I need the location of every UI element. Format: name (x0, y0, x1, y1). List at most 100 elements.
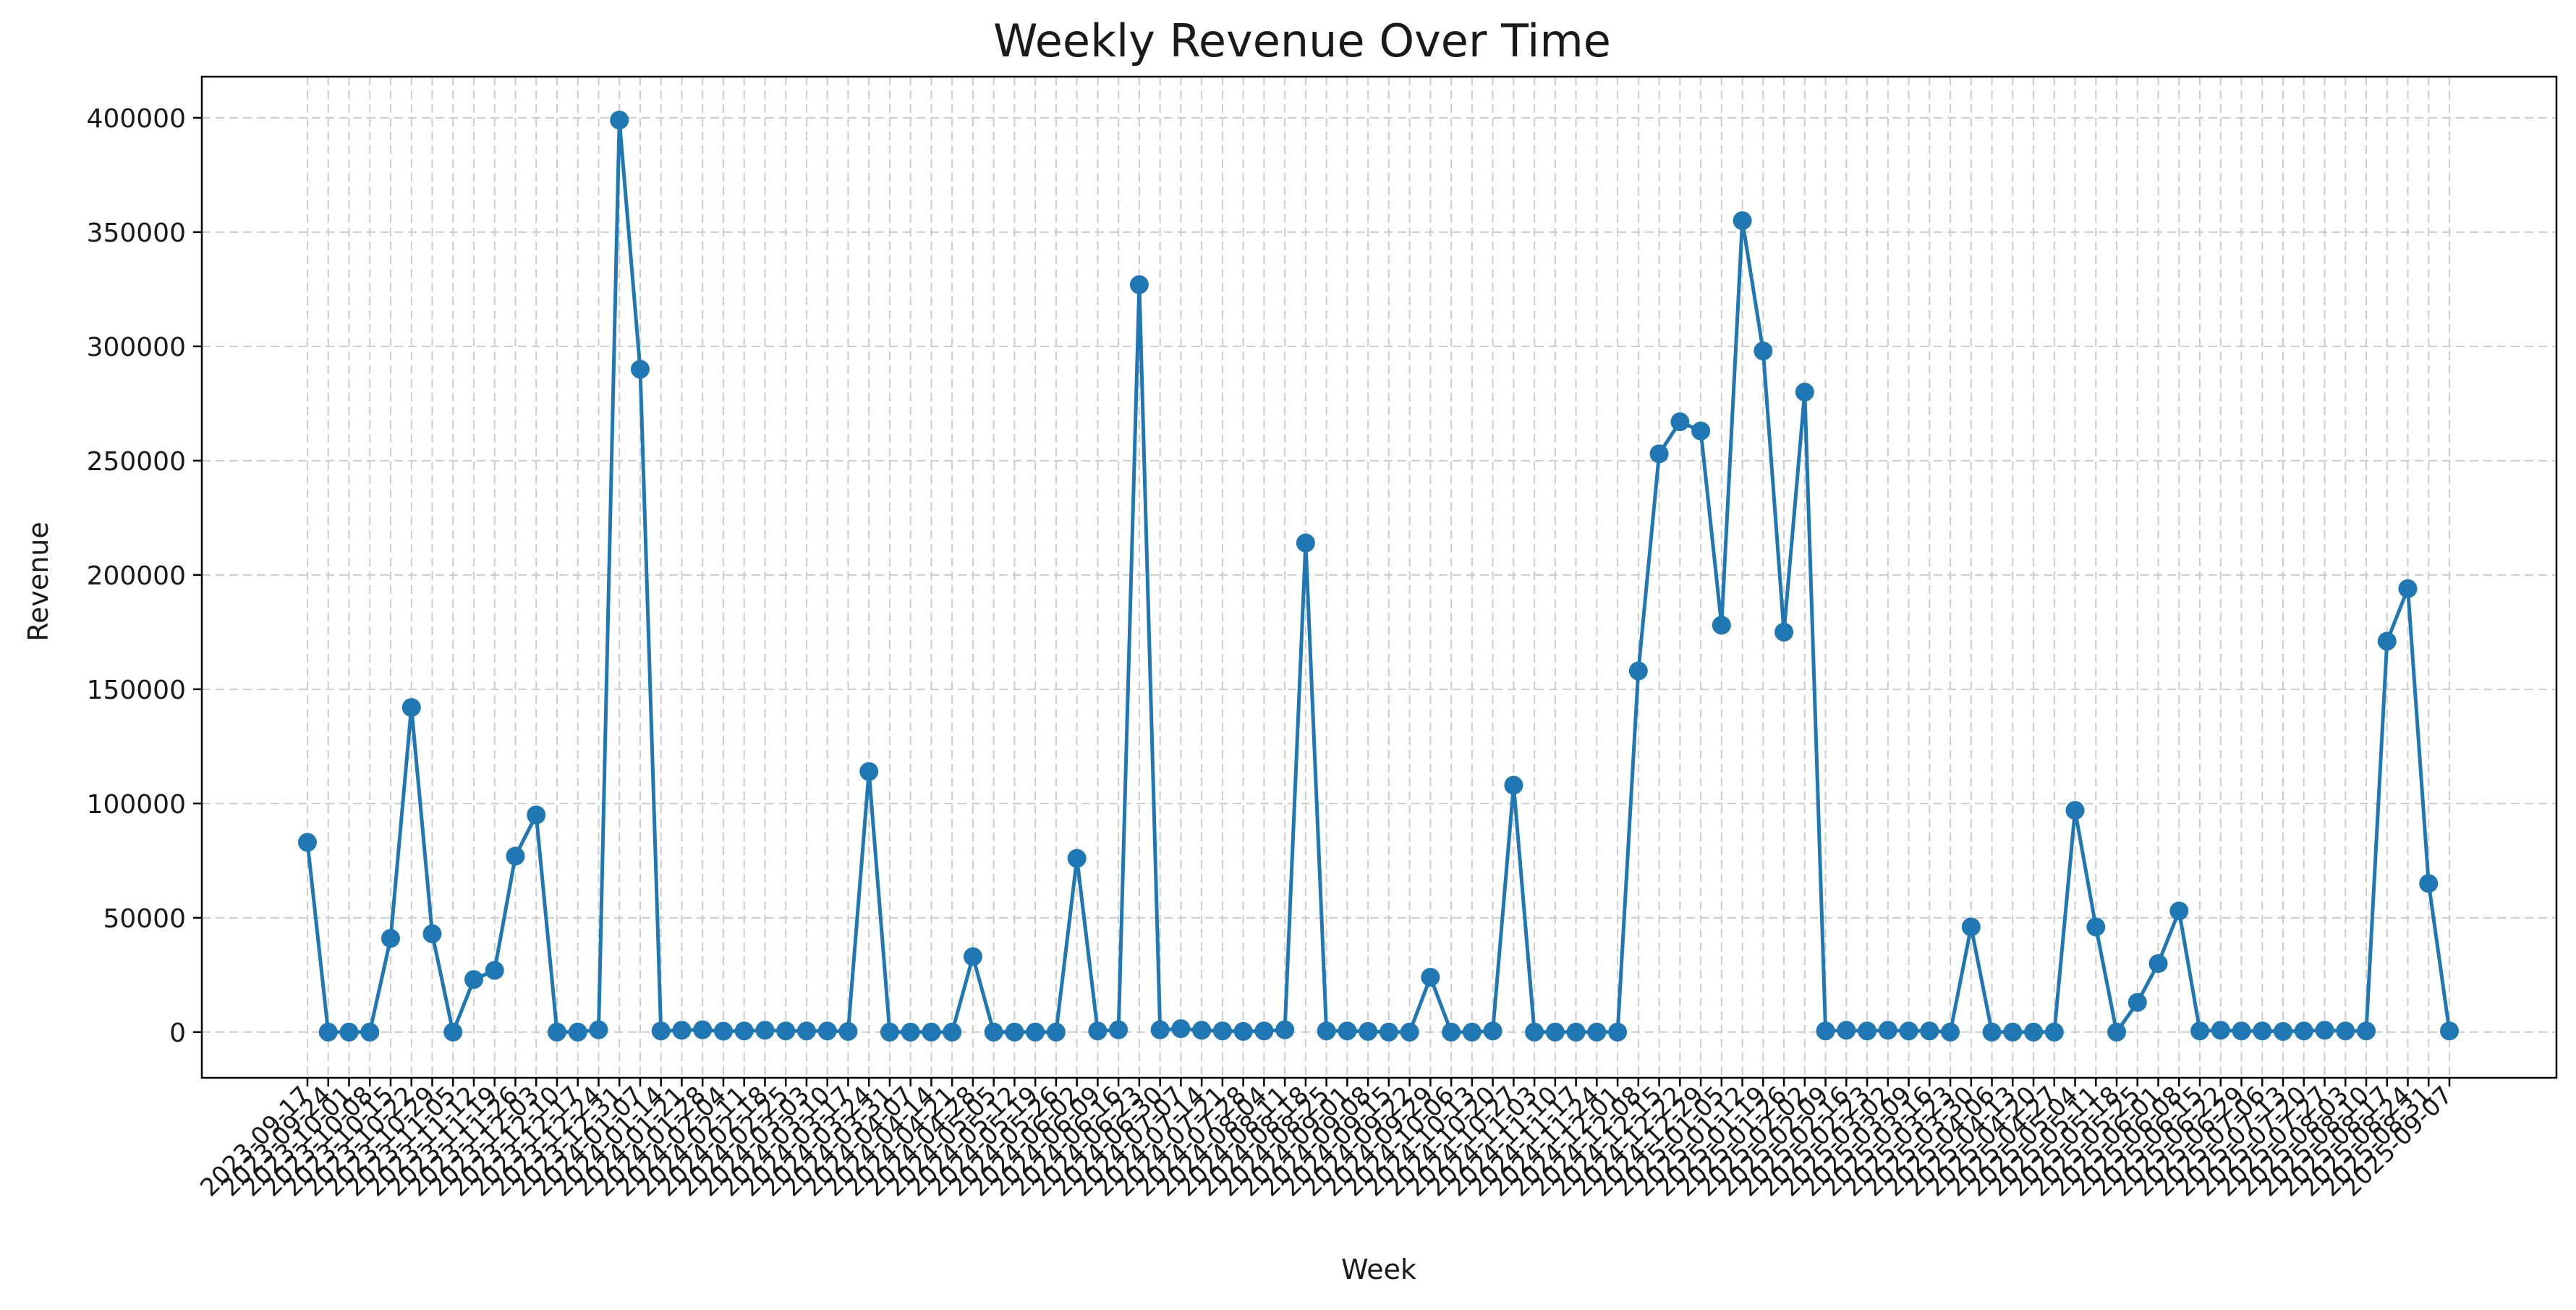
data-point (1400, 1022, 1419, 1042)
data-point (2232, 1021, 2251, 1041)
data-point (838, 1021, 858, 1041)
data-point (1545, 1022, 1565, 1042)
data-point (651, 1021, 671, 1041)
grid (202, 77, 2556, 1078)
data-point (1878, 1021, 1897, 1040)
data-point (1649, 444, 1669, 464)
data-point (2419, 874, 2439, 893)
data-point (1005, 1022, 1024, 1042)
data-point (901, 1022, 920, 1042)
chart-title: Weekly Revenue Over Time (993, 14, 1611, 67)
x-axis: 2023-09-172023-09-242023-10-012023-10-08… (195, 1078, 2458, 1202)
data-point (713, 1021, 733, 1041)
data-point (963, 947, 982, 966)
data-point (2169, 901, 2189, 921)
data-point (1254, 1021, 1274, 1041)
data-point (381, 929, 400, 948)
data-point (2190, 1021, 2210, 1041)
data-point (2274, 1021, 2293, 1041)
data-point (1733, 211, 1752, 231)
data-point (485, 961, 504, 980)
data-point (734, 1021, 754, 1041)
data-point (1067, 848, 1087, 868)
data-point (1442, 1022, 1461, 1042)
data-point (1150, 1020, 1170, 1039)
data-point (1982, 1022, 2002, 1042)
y-tick-label: 100000 (87, 790, 186, 820)
y-tick-label: 400000 (87, 104, 186, 134)
data-point (2211, 1021, 2230, 1040)
data-point (2253, 1021, 2272, 1041)
data-point (1462, 1022, 1482, 1042)
data-point (1899, 1021, 1918, 1041)
data-point (318, 1022, 338, 1042)
data-point (1941, 1022, 1960, 1042)
data-point (2398, 579, 2418, 598)
data-point (464, 970, 483, 990)
y-tick-label: 250000 (87, 447, 186, 477)
data-point (1961, 917, 1981, 937)
y-tick-label: 50000 (103, 904, 186, 934)
data-point (1566, 1022, 1586, 1042)
data-point (527, 805, 546, 825)
y-tick-label: 350000 (87, 218, 186, 248)
data-point (589, 1020, 608, 1039)
data-point (2024, 1022, 2044, 1042)
data-point (1525, 1022, 1544, 1042)
data-point (547, 1022, 566, 1042)
data-point (2086, 917, 2106, 937)
data-point (1129, 275, 1149, 294)
data-point (2315, 1021, 2334, 1040)
y-tick-label: 300000 (87, 333, 186, 362)
data-point (1026, 1022, 1045, 1042)
data-point (1795, 383, 1814, 402)
data-point (943, 1022, 962, 1042)
data-point (859, 762, 879, 781)
data-point (2044, 1022, 2064, 1042)
data-point (2440, 1021, 2459, 1041)
series-line (305, 118, 2452, 1034)
data-point (796, 1021, 816, 1041)
data-point (776, 1021, 796, 1041)
data-point (2127, 992, 2147, 1012)
data-point (922, 1022, 941, 1042)
data-point (2336, 1021, 2355, 1041)
x-axis-label: Week (1341, 1254, 1416, 1285)
data-point (1171, 1019, 1191, 1039)
data-point (755, 1021, 775, 1040)
data-point (1587, 1022, 1607, 1042)
data-point (1109, 1020, 1128, 1039)
data-point (339, 1022, 359, 1042)
data-point (1628, 661, 1648, 681)
y-tick-label: 150000 (87, 676, 186, 705)
data-point (1754, 341, 1773, 361)
data-point (1233, 1021, 1253, 1041)
data-point (1691, 421, 1711, 441)
data-point (1296, 533, 1315, 553)
data-point (568, 1022, 587, 1042)
data-point (817, 1021, 837, 1041)
data-point (1774, 622, 1794, 642)
plot-frame (200, 75, 2558, 1079)
data-point (2148, 954, 2168, 974)
data-point (1379, 1022, 1398, 1042)
data-point (1275, 1020, 1295, 1039)
data-point (1212, 1021, 1232, 1041)
data-point (506, 846, 525, 866)
data-point (1712, 616, 1731, 635)
y-tick-label: 200000 (87, 561, 186, 591)
data-point (443, 1022, 463, 1042)
data-point (2107, 1022, 2127, 1042)
data-point (1338, 1021, 1357, 1041)
data-point (610, 111, 629, 130)
data-point (401, 698, 421, 718)
data-point (1670, 412, 1690, 432)
data-point (1359, 1021, 1378, 1041)
data-point (984, 1022, 1003, 1042)
data-point (1816, 1021, 1835, 1041)
data-point (298, 833, 317, 852)
data-point (2003, 1022, 2023, 1042)
data-point (2377, 631, 2397, 651)
data-point (1046, 1022, 1066, 1042)
data-point (1483, 1021, 1502, 1041)
